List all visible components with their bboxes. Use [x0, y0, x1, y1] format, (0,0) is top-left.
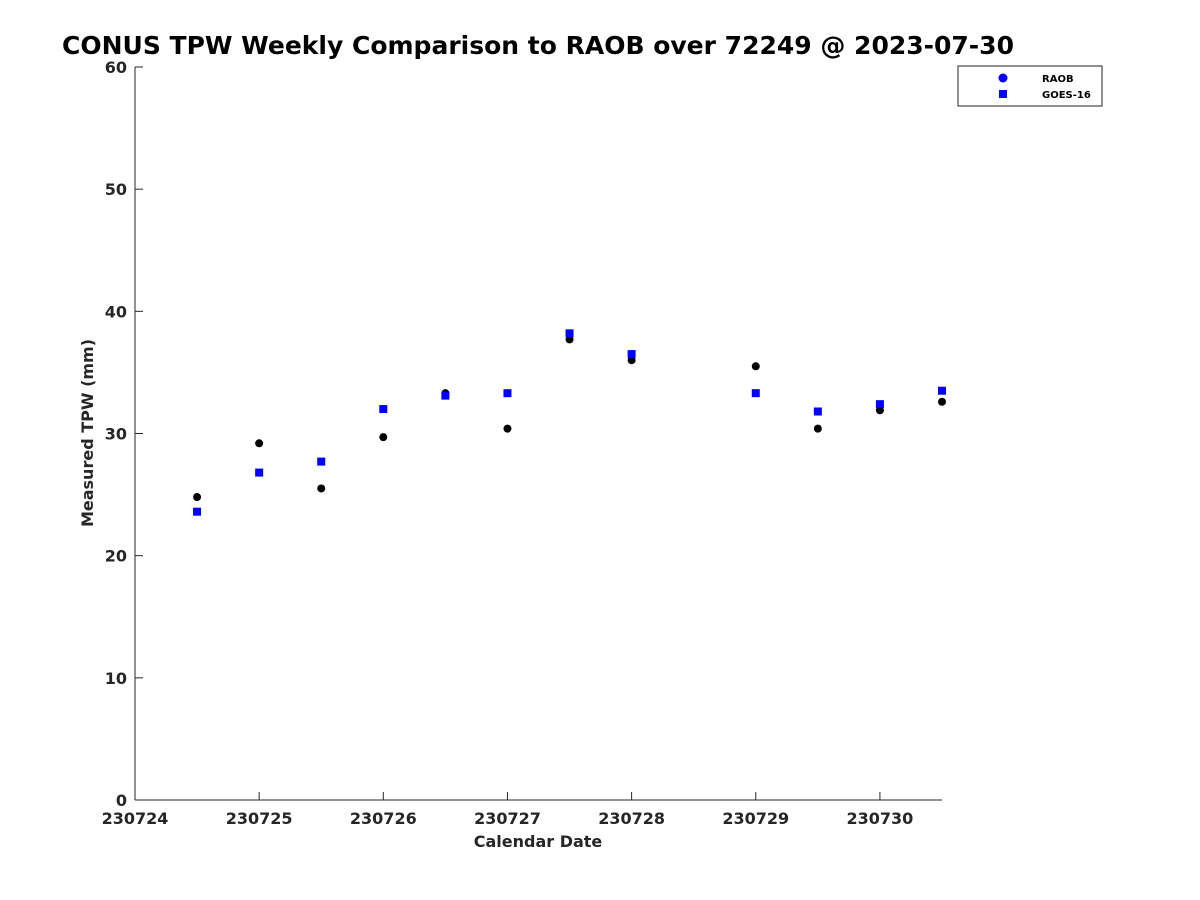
- legend-box: [957, 65, 1103, 107]
- goes16-point: [503, 389, 512, 398]
- raob-series: [193, 335, 946, 502]
- y-tick-label: 40: [105, 302, 127, 321]
- x-tick-label: 230730: [847, 809, 914, 828]
- legend-goes16-label: GOES-16: [1042, 90, 1091, 101]
- goes16-point: [193, 507, 202, 516]
- raob-point: [565, 335, 574, 344]
- raob-point: [627, 356, 636, 365]
- goes16-point: [317, 457, 326, 466]
- y-tick-label: 10: [105, 669, 127, 688]
- goes16-point: [875, 400, 884, 409]
- raob-point: [503, 424, 512, 433]
- goes16-point: [441, 391, 450, 400]
- y-tick-label: 50: [105, 180, 127, 199]
- x-tick-label: 230728: [598, 809, 665, 828]
- raob-point: [193, 493, 202, 502]
- x-axis-label: Calendar Date: [474, 832, 603, 851]
- goes16-point: [813, 407, 822, 416]
- y-tick-label: 20: [105, 547, 127, 566]
- x-tick-label: 230729: [722, 809, 789, 828]
- raob-point: [938, 397, 946, 406]
- goes16-point: [627, 350, 636, 359]
- legend-raob-label: RAOB: [1042, 74, 1074, 85]
- x-tick-label: 230726: [350, 809, 417, 828]
- y-tick-label: 0: [116, 791, 127, 810]
- raob-point: [751, 362, 760, 371]
- legend-goes16-marker: [999, 90, 1007, 98]
- goes16-point: [379, 405, 388, 414]
- goes16-point: [255, 468, 264, 477]
- raob-point: [317, 484, 326, 493]
- raob-point: [255, 439, 264, 448]
- raob-point: [813, 424, 822, 433]
- legend-raob-marker: [998, 73, 1008, 83]
- raob-point: [379, 433, 388, 442]
- raob-point: [875, 406, 884, 415]
- y-tick-label: 60: [105, 58, 127, 77]
- x-tick-label: 230725: [226, 809, 293, 828]
- y-tick-label: 30: [105, 425, 127, 444]
- goes16-series: [193, 329, 946, 516]
- legend: RAOB GOES-16: [957, 65, 1103, 107]
- chart-title: CONUS TPW Weekly Comparison to RAOB over…: [62, 31, 1014, 60]
- goes16-point: [938, 386, 946, 395]
- x-tick-label: 230727: [474, 809, 541, 828]
- goes16-point: [751, 389, 760, 398]
- x-tick-label: 230724: [102, 809, 169, 828]
- goes16-point: [565, 329, 574, 338]
- y-axis-label: Measured TPW (mm): [78, 339, 97, 527]
- axes: 0 10 20 30 40 50 60 230724 230725 230726 230727 230…: [102, 58, 942, 828]
